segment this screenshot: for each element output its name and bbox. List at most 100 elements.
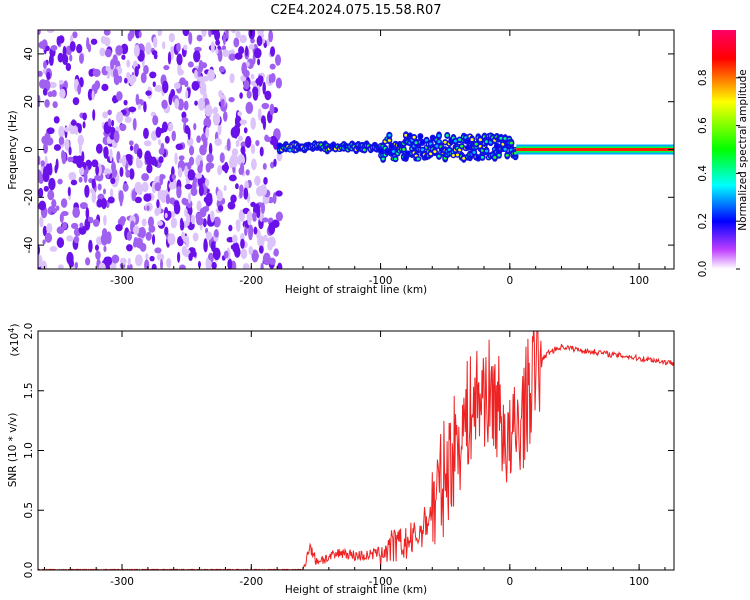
heatmap-noise-cell (275, 77, 282, 89)
colorbar-gradient (712, 30, 736, 269)
heatmap-noise-cell (196, 135, 201, 143)
heatmap-noise-cell (145, 41, 152, 55)
heatmap-noise-cell (250, 144, 256, 155)
heatmap-noise-cell (174, 200, 180, 206)
heatmap-signal-core (393, 157, 398, 161)
heatmap-signal-core (437, 140, 441, 144)
heatmap-noise-cell (220, 98, 225, 107)
spectrogram-ytick-label: 20 (23, 95, 35, 108)
heatmap-noise-cell (205, 162, 211, 173)
snr-xlabel: Height of straight line (km) (285, 584, 427, 596)
snr-series-line (38, 331, 674, 570)
heatmap-noise-cell (76, 43, 83, 54)
heatmap-signal-core (474, 142, 478, 146)
heatmap-noise-cell (119, 123, 127, 132)
heatmap-noise-cell (248, 246, 254, 255)
heatmap-noise-cell (100, 232, 108, 246)
heatmap-noise-cell (167, 233, 176, 246)
heatmap-noise-cell (238, 46, 245, 55)
snr-ytick-label: 0.5 (23, 502, 35, 519)
snr-xtick-label: 100 (629, 576, 649, 588)
heatmap-noise-cell (163, 65, 170, 71)
heatmap-noise-cell (256, 30, 265, 37)
heatmap-noise-cell (46, 30, 55, 34)
heatmap-noise-cell (62, 53, 69, 66)
heatmap-noise-cell (245, 169, 250, 176)
heatmap-noise-cell (44, 232, 53, 243)
snr-xtick-label: -100 (369, 576, 393, 588)
heatmap-noise-cell (242, 263, 250, 269)
heatmap-noise-cell (175, 143, 184, 151)
heatmap-noise-cell (240, 146, 246, 155)
heatmap-noise-cell (48, 177, 56, 191)
heatmap-noise-cell (186, 213, 191, 226)
heatmap-noise-cell (260, 115, 266, 124)
heatmap-noise-cell (119, 195, 123, 207)
heatmap-noise-cell (66, 251, 74, 265)
heatmap-noise-cell (124, 153, 133, 162)
heatmap-noise-cell (248, 44, 255, 50)
heatmap-noise-cell (79, 53, 84, 64)
heatmap-noise-cell (103, 245, 107, 253)
heatmap-noise-cell (38, 244, 41, 256)
heatmap-noise-cell (199, 144, 207, 156)
heatmap-noise-cell (206, 153, 214, 163)
heatmap-noise-cell (179, 77, 186, 86)
heatmap-noise-cell (74, 261, 78, 269)
heatmap-noise-cell (149, 255, 155, 262)
heatmap-noise-cell (106, 136, 111, 144)
heatmap-noise-cell (159, 173, 164, 186)
heatmap-noise-cell (126, 59, 131, 68)
heatmap-noise-cell (38, 187, 44, 199)
heatmap-noise-cell (128, 106, 137, 113)
heatmap-noise-cell (217, 49, 223, 62)
colorbar-tick-label: 0.6 (697, 117, 709, 134)
heatmap-signal-core (406, 151, 410, 155)
heatmap-noise-cell (219, 152, 225, 164)
heatmap-noise-cell (228, 224, 233, 232)
heatmap-noise-cell (65, 62, 72, 72)
spectrogram-xtick-label: 100 (629, 275, 649, 287)
heatmap-noise-cell (134, 181, 143, 194)
heatmap-noise-cell (272, 192, 277, 205)
heatmap-noise-cell (250, 117, 256, 130)
heatmap-noise-cell (111, 119, 115, 127)
spectrogram-ytick-label: 40 (23, 47, 35, 60)
heatmap-noise-cell (167, 51, 172, 65)
heatmap-noise-cell (269, 46, 276, 57)
heatmap-noise-cell (202, 206, 210, 213)
heatmap-signal-core (456, 153, 460, 157)
heatmap-noise-cell (129, 145, 134, 151)
heatmap-noise-cell (95, 143, 103, 154)
heatmap-noise-cell (135, 93, 140, 106)
heatmap-noise-cell (149, 71, 157, 79)
heatmap-noise-cell (203, 117, 212, 129)
heatmap-noise-cell (168, 93, 173, 106)
heatmap-signal-core (443, 140, 447, 144)
heatmap-noise-cell (42, 225, 47, 237)
heatmap-noise-cell (66, 235, 74, 242)
heatmap-noise-cell (67, 186, 71, 197)
heatmap-noise-cell (252, 88, 259, 101)
heatmap-noise-cell (177, 167, 183, 178)
heatmap-signal-core (466, 146, 470, 150)
heatmap-noise-cell (112, 68, 119, 79)
heatmap-noise-cell (90, 38, 98, 45)
heatmap-noise-cell (216, 189, 223, 202)
heatmap-signal-core (418, 134, 422, 138)
heatmap-noise-cell (268, 222, 276, 235)
heatmap-noise-cell (88, 68, 95, 77)
heatmap-signal-core (495, 144, 499, 148)
heatmap-noise-cell (213, 216, 221, 228)
heatmap-noise-cell (205, 231, 212, 241)
heatmap-noise-cell (79, 222, 84, 228)
heatmap-noise-cell (158, 147, 165, 155)
heatmap-signal-core (445, 134, 449, 137)
heatmap-noise-cell (259, 184, 268, 197)
heatmap-noise-cell (164, 226, 169, 236)
heatmap-noise-cell (109, 188, 114, 198)
heatmap-signal-core (476, 156, 480, 160)
heatmap-noise-cell (58, 136, 65, 145)
